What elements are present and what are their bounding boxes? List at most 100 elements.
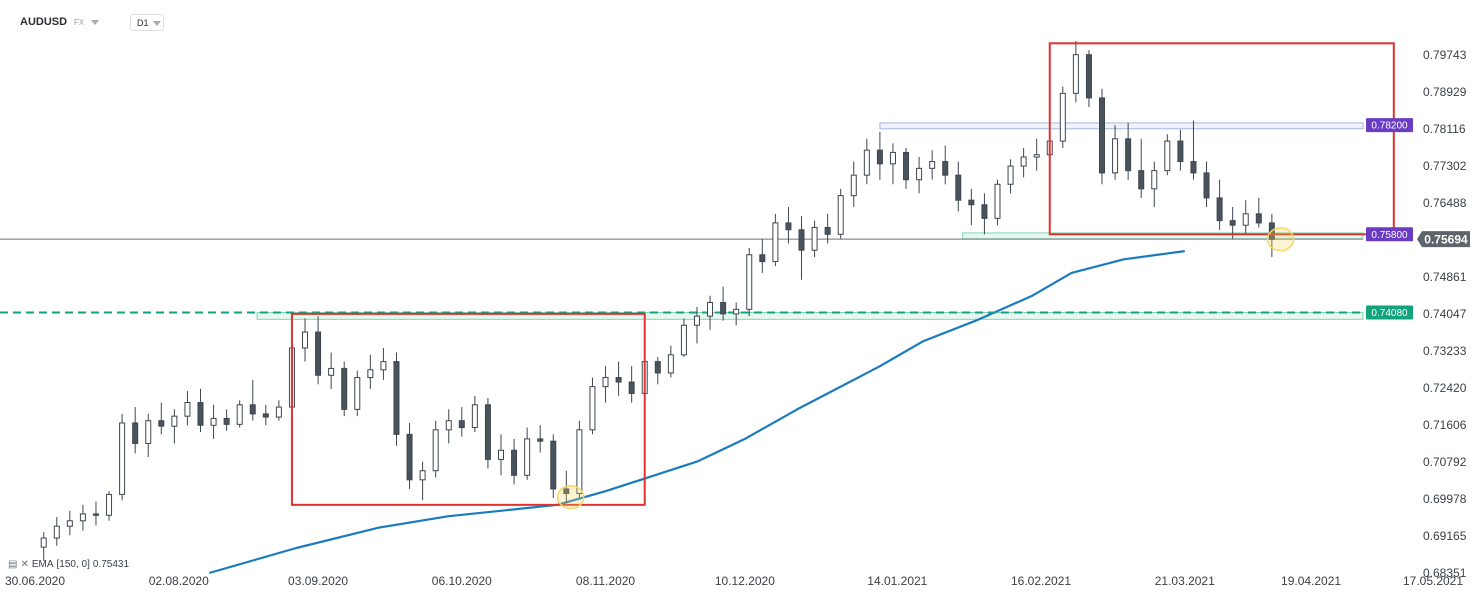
time-axis: 30.06.2020 02.08.2020 03.09.2020 06.10.2020… (5, 574, 1463, 588)
candle-body (445, 420, 452, 431)
candle (550, 434, 557, 499)
candle (654, 357, 661, 385)
candle-body (1164, 140, 1171, 172)
candle (275, 400, 282, 421)
candle-body (576, 429, 583, 494)
candle (955, 161, 962, 212)
candle (432, 420, 439, 478)
candle-body (498, 449, 504, 460)
candle-body (393, 361, 400, 435)
current-price-badge-bg (1417, 231, 1470, 248)
y-tick-label: 0.69165 (1423, 529, 1467, 543)
indicator-name: EMA (31, 559, 54, 570)
candle (537, 425, 544, 453)
candle (1164, 134, 1171, 176)
candle (511, 438, 518, 485)
caret-down-icon[interactable] (91, 20, 99, 25)
candle (929, 150, 936, 180)
y-tick-label: 0.74861 (1423, 270, 1467, 284)
price-axis-background (1363, 0, 1482, 598)
candle-body (380, 361, 387, 371)
level-badge-label: 0.75800 (1371, 230, 1408, 241)
candle (772, 213, 779, 267)
candle-body (275, 406, 282, 418)
candle (341, 361, 348, 417)
candles (40, 41, 1275, 561)
candle-body (929, 161, 936, 169)
candle-body (785, 222, 792, 231)
candle (1138, 138, 1145, 198)
y-tick-label: 0.71606 (1423, 418, 1467, 432)
candle-body (66, 520, 73, 527)
level-badge-bg (1366, 118, 1413, 133)
level-badge: 0.75800 (1366, 227, 1413, 242)
candle (746, 247, 753, 317)
candle-body (602, 377, 609, 388)
candle (498, 434, 504, 476)
candle (968, 188, 975, 226)
candle (380, 347, 387, 380)
y-tick-label: 0.78929 (1423, 85, 1467, 99)
candle (602, 366, 609, 403)
candle-body (733, 308, 740, 315)
level-badge-label: 0.74080 (1371, 308, 1408, 319)
interval-select[interactable]: D1 (130, 14, 164, 31)
y-tick-label: 0.70792 (1423, 455, 1467, 469)
candle (1216, 179, 1223, 230)
candle (1203, 161, 1210, 208)
candle-body (680, 324, 687, 356)
y-tick-label: 0.76488 (1423, 196, 1467, 210)
candle-body (746, 254, 753, 310)
level-badge-bg (1366, 227, 1413, 242)
candle (171, 409, 178, 444)
candle-body (1099, 97, 1106, 174)
symbol-label[interactable]: AUDUSD (20, 16, 68, 28)
candle (1112, 125, 1119, 180)
candle-body (628, 381, 635, 394)
y-tick-label: 0.73233 (1423, 344, 1467, 358)
candle (66, 510, 73, 536)
candle-body (889, 151, 896, 165)
candle-body (432, 429, 439, 472)
candle (798, 216, 805, 280)
x-tick-label: 16.02.2021 (1011, 574, 1071, 588)
current-price-badge: 0.75694 (1417, 231, 1470, 248)
market-label[interactable]: FX (74, 18, 85, 27)
level-badge-bg (1366, 305, 1413, 320)
candle (354, 370, 361, 417)
ema-layer (208, 250, 1185, 575)
candle-body (1020, 156, 1027, 167)
drawings (290, 42, 1395, 510)
candle (863, 138, 870, 185)
candle-body (223, 417, 230, 425)
candle-body (106, 493, 113, 516)
candle-body (1190, 161, 1197, 174)
candle-body (1033, 154, 1040, 158)
candle (315, 316, 322, 385)
candle-body (654, 361, 661, 374)
candle (262, 404, 269, 426)
candle (484, 397, 491, 469)
y-tick-label: 0.69978 (1423, 492, 1467, 506)
x-tick-label: 02.08.2020 (149, 574, 209, 588)
candle-body (315, 331, 322, 376)
candle (1190, 120, 1197, 180)
candle (981, 193, 988, 235)
candle (1177, 129, 1184, 171)
candle-body (354, 377, 361, 410)
candle-body (484, 404, 491, 460)
indicator-icon[interactable]: ▤ (8, 559, 18, 570)
indicator-params: [150, 0] (56, 559, 90, 570)
candle-body (720, 301, 727, 315)
candle-body (145, 420, 152, 444)
candle (223, 409, 230, 431)
candle-body (863, 149, 870, 176)
candle-body (981, 204, 988, 219)
x-tick-label: 30.06.2020 (5, 574, 65, 588)
candle (184, 391, 191, 426)
candle (1072, 41, 1079, 103)
close-icon[interactable]: ✕ (20, 559, 29, 570)
candle (132, 407, 139, 454)
candle-body (693, 315, 700, 326)
